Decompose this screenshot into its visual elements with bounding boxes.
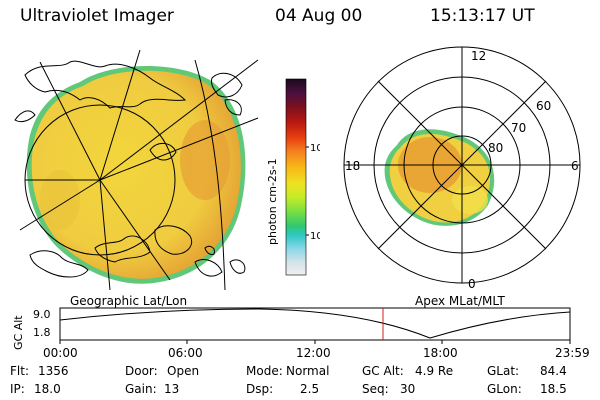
mlat-label-60: 60	[536, 99, 551, 113]
glon-value: 18.5	[540, 382, 567, 396]
mlt-label-bottom: 0	[468, 277, 476, 291]
gain-value: 13	[164, 382, 180, 396]
flt-value: 1356	[38, 364, 69, 378]
colorbar-unit-label: photon cm-2s-1	[266, 158, 279, 245]
colorbar-tick-10: 10	[310, 231, 320, 242]
door-value: Open	[167, 364, 200, 378]
dsp-label: Dsp:	[246, 382, 274, 396]
altitude-ytick-low: 1.8	[33, 326, 51, 339]
observation-time: 15:13:17 UT	[430, 6, 535, 26]
ip-label: IP:	[10, 382, 25, 396]
door-label: Door:	[125, 364, 158, 378]
time-tick-2359: 23:59	[555, 346, 590, 360]
mode-value: Normal	[286, 364, 330, 378]
mode-label: Mode:	[246, 364, 283, 378]
altitude-ytick-high: 9.0	[33, 308, 51, 321]
mlat-label-80: 80	[488, 141, 503, 155]
geographic-label: Geographic Lat/Lon	[70, 294, 188, 308]
lat-lon-grid	[19, 49, 259, 291]
time-tick-1200: 12:00	[296, 346, 331, 360]
mlt-label-top: 12	[471, 49, 486, 63]
gc-alt-label: GC Alt:	[362, 364, 404, 378]
instrument-title: Ultraviolet Imager	[20, 6, 174, 26]
geographic-image	[14, 49, 259, 291]
time-tick-0000: 00:00	[43, 346, 78, 360]
glat-label: GLat:	[487, 364, 520, 378]
apex-label: Apex MLat/MLT	[415, 294, 505, 308]
gc-alt-value: 4.9 Re	[415, 364, 454, 378]
mlt-label-right: 6	[571, 159, 579, 173]
altitude-plot: GC Alt 9.0 1.8	[12, 307, 571, 350]
gain-label: Gain:	[125, 382, 157, 396]
altitude-curve	[59, 308, 571, 339]
colorbar: 100 10 photon cm-2s-1	[266, 78, 320, 276]
glon-label: GLon:	[487, 382, 522, 396]
seq-label: Seq:	[362, 382, 389, 396]
time-tick-1800: 18:00	[423, 346, 458, 360]
ip-value: 18.0	[34, 382, 61, 396]
time-tick-0600: 06:00	[168, 346, 203, 360]
altitude-axis-title: GC Alt	[12, 315, 25, 350]
polar-mlt-plot: 12 18 6 0 60 70 80	[343, 46, 581, 291]
dsp-value: 2.5	[300, 382, 320, 396]
colorbar-tick-100: 100	[310, 143, 320, 154]
glat-value: 84.4	[540, 364, 567, 378]
mlt-label-left: 18	[345, 159, 360, 173]
mlt-line-diag2	[377, 80, 547, 250]
seq-value: 30	[400, 382, 416, 396]
flt-label: Flt:	[10, 364, 29, 378]
mlat-label-70: 70	[511, 121, 526, 135]
observation-date: 04 Aug 00	[275, 6, 363, 26]
